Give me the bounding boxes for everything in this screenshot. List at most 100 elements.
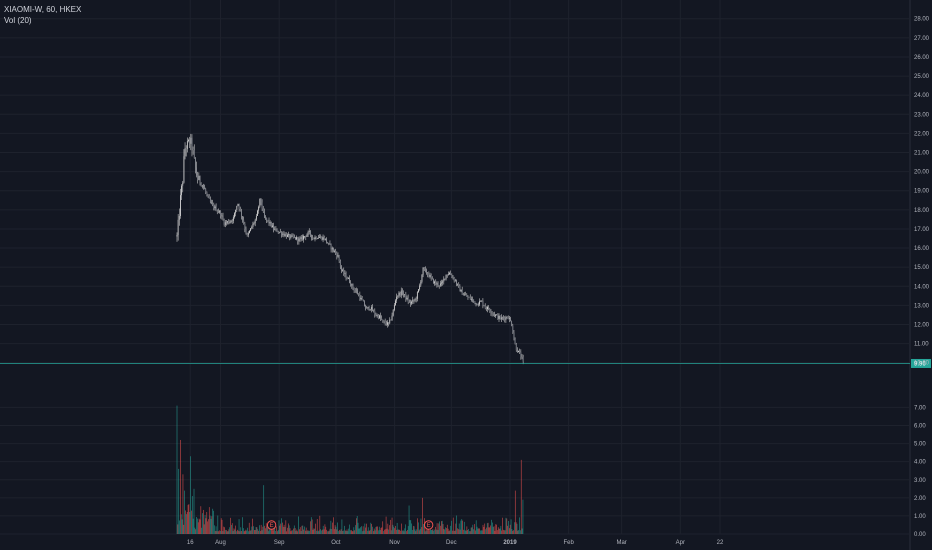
volume-bar — [322, 529, 323, 534]
volume-bar — [177, 524, 179, 534]
candle-body — [304, 236, 306, 237]
volume-bar — [220, 531, 221, 534]
volume-bar — [510, 519, 512, 534]
candle-body — [283, 233, 285, 236]
volume-bar — [444, 529, 446, 534]
candle-body — [192, 149, 194, 151]
candle-body — [276, 228, 278, 232]
candle-body — [278, 231, 280, 233]
volume-bar — [219, 530, 220, 534]
price-tick-label: 25.00 — [914, 74, 930, 80]
earnings-event-marker: E — [423, 520, 434, 530]
volume-bar — [245, 529, 247, 534]
candle-body — [272, 225, 273, 227]
volume-bar — [337, 522, 338, 534]
candle-body — [489, 309, 491, 312]
candle-body — [198, 175, 200, 181]
volume-bar — [329, 528, 331, 534]
time-tick-label: Dec — [446, 540, 457, 546]
price-tick-label: 13.00 — [914, 303, 930, 309]
volume-bar — [236, 531, 237, 534]
price-axis[interactable]: 10.00 11.00 12.00 13.00 14.00 15.00 16.00 17.00… — [914, 17, 930, 538]
volume-bar — [302, 525, 304, 534]
volume-bar — [244, 530, 246, 534]
candle-body — [351, 284, 353, 286]
candle-body — [329, 243, 331, 245]
volume-bar — [382, 521, 384, 534]
time-axis[interactable]: 16 Aug Sep Oct Nov Dec 2019 Feb Mar Apr 22 — [187, 540, 724, 546]
volume-bar — [383, 531, 384, 534]
volume-bar — [490, 525, 491, 534]
volume-bar — [178, 468, 180, 534]
price-tick-label: 17.00 — [914, 227, 930, 233]
candle-body — [282, 233, 284, 235]
volume-bar — [349, 524, 350, 534]
volume-bar — [418, 522, 419, 534]
candle-body — [352, 284, 354, 289]
candle-body — [365, 306, 366, 309]
candle-body — [487, 306, 488, 310]
candle-body — [462, 295, 464, 296]
candle-body — [230, 220, 232, 223]
volume-bar — [411, 523, 412, 534]
volume-bar — [508, 520, 509, 534]
candle-body — [345, 273, 347, 279]
volume-bar — [262, 526, 264, 534]
candle-body — [342, 270, 343, 271]
candle-body — [277, 231, 279, 233]
volume-bar — [394, 528, 395, 534]
volume-bar — [243, 531, 245, 534]
candle-body — [504, 318, 506, 320]
candle-body — [517, 350, 518, 353]
candle-body — [336, 253, 338, 257]
candle-body — [306, 234, 308, 237]
candle-body — [477, 304, 479, 306]
candle-body — [364, 301, 365, 307]
volume-bar — [298, 516, 299, 534]
candle-body — [255, 215, 257, 220]
volume-bar — [186, 512, 188, 534]
volume-bar — [454, 530, 456, 534]
volume-bar — [205, 518, 207, 534]
volume-bar — [390, 530, 392, 534]
candle-body — [459, 286, 461, 292]
volume-bar — [312, 529, 314, 534]
candle-body — [239, 209, 241, 211]
symbol-title[interactable]: XIAOMI-W, 60, HKEX — [4, 5, 82, 14]
candle-body — [484, 306, 486, 308]
volume-bar — [474, 524, 475, 534]
volume-bar — [313, 528, 315, 534]
volume-bar — [378, 530, 379, 534]
candle-body — [238, 204, 240, 210]
volume-bar — [368, 531, 370, 534]
volume-bar — [190, 456, 191, 534]
candle-body — [298, 238, 300, 242]
volume-tick-label: 0.00 — [914, 532, 926, 538]
volume-bar — [345, 531, 347, 534]
volume-bar — [339, 529, 340, 534]
candle-body — [476, 303, 478, 306]
volume-bar — [188, 504, 190, 534]
volume-tick-label: 2.00 — [914, 496, 926, 502]
volume-bar — [223, 526, 225, 534]
candle-body — [482, 300, 484, 306]
volume-bar — [495, 524, 497, 534]
volume-indicator-title[interactable]: Vol (20) — [4, 16, 32, 25]
candle-body — [307, 231, 309, 235]
candle-body — [402, 290, 403, 294]
volume-bar — [504, 530, 506, 534]
candle-body — [292, 235, 294, 237]
candle-body — [356, 290, 357, 292]
volume-bar — [304, 526, 305, 534]
volume-bar — [494, 530, 496, 534]
volume-bar — [458, 523, 460, 534]
candle-body — [490, 311, 492, 313]
time-tick-label: 22 — [717, 540, 724, 546]
volume-bar — [270, 527, 271, 534]
candle-body — [311, 234, 312, 238]
earnings-event-label: E — [270, 523, 274, 529]
candle-body — [208, 196, 210, 199]
